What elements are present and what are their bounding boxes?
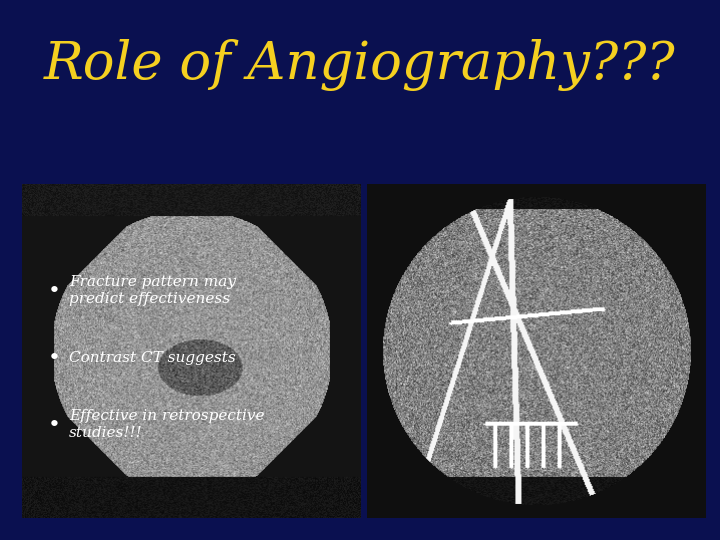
- Text: Contrast CT suggests: Contrast CT suggests: [69, 350, 235, 365]
- Text: Role of Angiography???: Role of Angiography???: [44, 39, 676, 91]
- Text: •: •: [49, 282, 60, 300]
- Text: Effective in retrospective
studies!!!: Effective in retrospective studies!!!: [69, 409, 264, 440]
- Text: •: •: [49, 416, 60, 434]
- Text: •: •: [49, 349, 60, 367]
- Text: Fracture pattern may
predict effectiveness: Fracture pattern may predict effectivene…: [69, 275, 236, 306]
